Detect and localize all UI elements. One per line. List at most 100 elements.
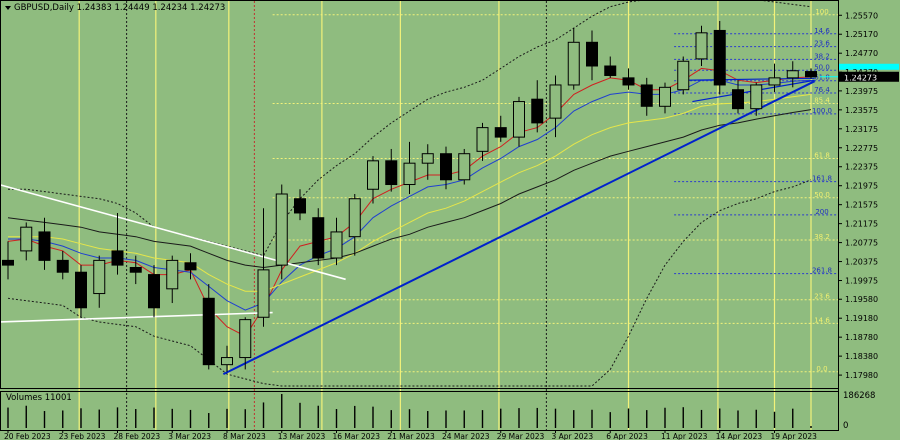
price-tick-label-6: 1.23175 [845, 125, 878, 134]
date-label-10: 3 Apr 2023 [552, 432, 594, 440]
candle-11 [202, 284, 215, 370]
price-tick-label-5: 1.23575 [845, 106, 878, 115]
current-price-marker: 1.24273 [820, 63, 899, 82]
candle-body-0 [2, 259, 14, 266]
candle-body-7 [129, 266, 142, 273]
candle-2 [38, 217, 51, 270]
price-tick-label-1: 1.25170 [845, 30, 878, 39]
fib-label-16: 14.6 [814, 316, 830, 324]
candle-body-32 [586, 41, 598, 67]
fib-label-8: 100.0 [812, 107, 832, 115]
fib-label-11: 50.0 [814, 191, 830, 199]
current-price-badge [839, 71, 899, 82]
volume-max-label: 186268 [843, 391, 875, 401]
candle-body-20 [367, 160, 379, 190]
candle-body-42 [768, 77, 781, 86]
price-tick-label-17: 1.18780 [845, 333, 878, 342]
price-tick-label-9: 1.21975 [845, 182, 878, 191]
candle-body-12 [221, 357, 233, 366]
drawn-trend-lines [0, 77, 816, 376]
current-price-label: 1.24273 [844, 73, 877, 82]
price-highlight-band [839, 63, 899, 70]
candle-40 [732, 80, 744, 114]
date-label-14: 19 Apr 2023 [771, 432, 818, 440]
price-tick-label-14: 1.19975 [845, 277, 878, 286]
candle-9 [166, 255, 179, 304]
date-label-3: 3 Mar 2023 [168, 432, 211, 440]
candle-8 [148, 265, 160, 318]
volume-zero-label: 0 [843, 421, 848, 431]
price-tick-label-13: 1.20375 [845, 258, 878, 267]
candle-7 [129, 255, 142, 285]
date-label-6: 16 Mar 2023 [333, 432, 381, 440]
candle-body-35 [640, 84, 653, 107]
candle-1 [20, 222, 33, 261]
fib-label-3: 38.2 [814, 52, 830, 60]
candle-body-39 [713, 29, 726, 86]
price-tick-label-16: 1.19180 [845, 314, 878, 323]
candle-body-25 [458, 153, 471, 181]
candle-20 [367, 156, 379, 204]
channel-upper-line [0, 183, 346, 281]
price-tick-label-2: 1.24770 [845, 49, 878, 58]
candlesticks [2, 20, 817, 372]
price-tick-label-3: 1.24370 [845, 68, 878, 77]
candle-body-43 [786, 70, 799, 79]
fib-label-2: 23.6 [814, 40, 830, 48]
candle-body-23 [421, 153, 434, 164]
bollinger-lower-line [7, 179, 812, 387]
candle-body-19 [348, 198, 361, 238]
candle-body-6 [111, 250, 124, 266]
date-label-5: 13 Mar 2023 [278, 432, 326, 440]
candle-23 [421, 144, 434, 180]
candle-body-38 [695, 32, 708, 60]
fib-label-1: 14.6 [814, 27, 830, 35]
fib-label-15: 23.6 [814, 293, 830, 301]
date-label-7: 21 Mar 2023 [387, 432, 435, 440]
candle-30 [549, 75, 562, 138]
candle-19 [348, 194, 361, 256]
candle-32 [586, 30, 598, 81]
date-label-8: 24 Mar 2023 [442, 432, 490, 440]
candle-29 [531, 80, 544, 133]
candle-body-22 [403, 162, 416, 186]
candle-body-17 [312, 217, 325, 259]
fib-label-14: 261.8 [812, 267, 832, 275]
fib-label-7: 85.4 [814, 96, 830, 104]
candle-body-18 [330, 231, 343, 259]
candle-38 [695, 25, 708, 66]
price-axis: 1.25570 1.25170 1.24770 1.24370 1.23975 1.235… [838, 11, 878, 380]
price-tick-label-4: 1.23975 [845, 87, 878, 96]
candle-31 [567, 28, 580, 90]
candle-4 [75, 265, 87, 318]
volume-label: Volumes 11001 [6, 393, 72, 403]
candle-0 [2, 241, 14, 280]
candle-body-24 [440, 153, 452, 181]
candle-13 [239, 317, 252, 370]
price-tick-label-11: 1.21175 [845, 220, 878, 229]
candle-43 [786, 61, 799, 88]
candle-39 [713, 20, 726, 95]
fib-label-10: 161.8 [812, 175, 832, 183]
bollinger-bands [7, 0, 812, 387]
ma-line-black [7, 109, 812, 269]
candle-body-15 [275, 193, 288, 266]
menu-triangle-icon[interactable] [5, 6, 11, 10]
fib-label-4: 50.0 [814, 63, 830, 71]
candle-body-21 [385, 160, 398, 186]
price-tick-label-15: 1.19580 [845, 295, 878, 304]
candle-16 [294, 189, 306, 221]
candle-body-9 [166, 259, 179, 290]
candle-27 [494, 115, 507, 142]
ma-line-yellow [8, 93, 812, 292]
candle-body-2 [38, 231, 51, 261]
date-label-4: 8 Mar 2023 [223, 432, 266, 440]
candle-body-13 [239, 319, 252, 359]
date-label-2: 28 Feb 2023 [114, 432, 161, 440]
ma-line-blue [8, 79, 812, 311]
candle-body-44 [805, 71, 817, 78]
price-tick-label-7: 1.22775 [845, 144, 878, 153]
candle-body-11 [202, 297, 215, 366]
